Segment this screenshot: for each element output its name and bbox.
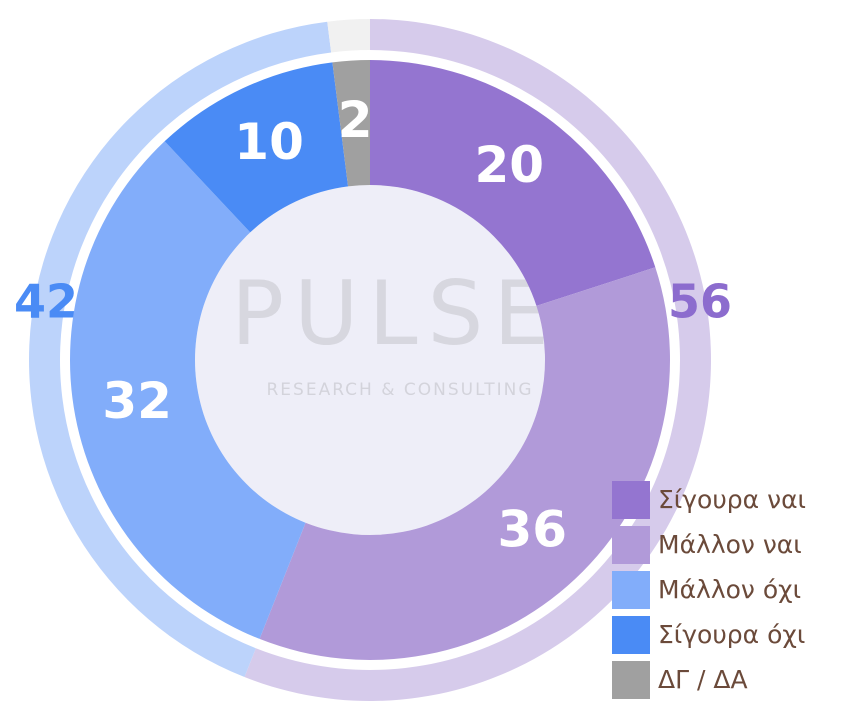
donut-slice xyxy=(327,19,370,53)
outer-value-label: 56 xyxy=(668,275,732,329)
legend-swatch xyxy=(612,526,650,564)
value-label: 10 xyxy=(234,113,304,171)
donut-hole xyxy=(195,185,545,535)
donut-slice xyxy=(28,21,332,678)
outer-value-label: 42 xyxy=(14,275,78,329)
donut-slice xyxy=(164,62,349,233)
value-label: 32 xyxy=(102,372,172,430)
legend-label: Μάλλον ναι xyxy=(658,530,802,559)
legend-label: Μάλλον όχι xyxy=(658,575,801,604)
legend-swatch xyxy=(612,616,650,654)
legend-label: ΔΓ / ΔΑ xyxy=(658,665,748,694)
value-label: 2 xyxy=(338,91,373,149)
donut-slice xyxy=(370,60,656,306)
watermark-title: PULSE xyxy=(231,262,559,365)
donut-slice xyxy=(259,267,670,660)
legend-swatch xyxy=(612,571,650,609)
value-label: 20 xyxy=(475,136,545,194)
value-label: 36 xyxy=(497,500,567,558)
legend-swatch xyxy=(612,481,650,519)
legend-label: Σίγουρα όχι xyxy=(658,620,805,649)
donut-slice xyxy=(332,60,370,187)
donut-slice xyxy=(69,141,306,639)
legend-swatch xyxy=(612,661,650,699)
legend-label: Σίγουρα ναι xyxy=(658,485,806,514)
watermark-subtitle: RESEARCH & CONSULTING xyxy=(266,380,533,400)
